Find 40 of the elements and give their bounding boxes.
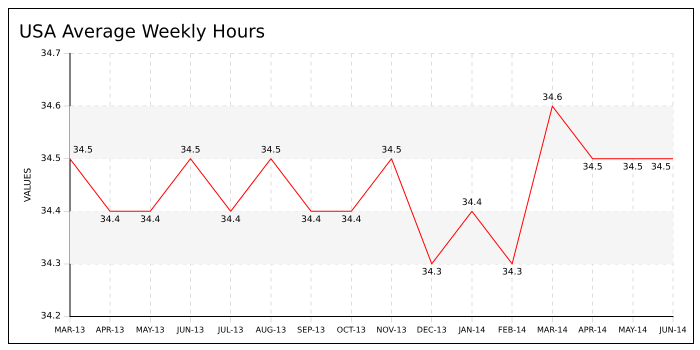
- data-label: 34.4: [301, 215, 322, 226]
- data-label: 34.4: [100, 215, 120, 226]
- x-tick-label: JUN-13: [176, 325, 204, 334]
- data-label: 34.3: [502, 268, 522, 278]
- y-axis-title: VALUES: [24, 168, 34, 202]
- chart-title: USA Average Weekly Hours: [19, 21, 266, 42]
- x-tick-label: AUG-13: [256, 325, 286, 334]
- y-tick-label: 34.2: [40, 312, 61, 322]
- x-tick-label: JAN-14: [458, 325, 486, 334]
- data-label: 34.5: [382, 146, 402, 156]
- x-tick-label: JUN-14: [658, 325, 687, 334]
- data-label: 34.5: [72, 146, 93, 156]
- y-tick-label: 34.5: [40, 154, 61, 164]
- data-label: 34.3: [422, 268, 442, 278]
- x-tick-label: MAY-14: [618, 325, 648, 334]
- data-label: 34.4: [140, 215, 161, 226]
- x-tick-label: MAY-13: [136, 325, 165, 334]
- y-tick-label: 34.6: [40, 102, 62, 112]
- data-label: 34.4: [341, 215, 362, 226]
- x-tick-label: APR-13: [96, 325, 124, 334]
- x-tick-label: MAR-14: [537, 325, 568, 334]
- x-tick-label: JUL-13: [216, 325, 244, 334]
- y-tick-label: 34.7: [40, 48, 61, 59]
- x-tick-label: OCT-13: [336, 325, 366, 334]
- y-tick-label: 34.4: [40, 206, 62, 217]
- data-label: 34.6: [542, 93, 563, 104]
- data-label: 34.5: [622, 162, 643, 173]
- data-label: 34.5: [260, 146, 281, 156]
- x-tick-label: APR-14: [578, 325, 607, 334]
- data-label: 34.5: [650, 162, 671, 173]
- x-tick-label: FEB-14: [498, 325, 526, 334]
- data-label: 34.4: [220, 215, 241, 226]
- data-label: 34.5: [180, 146, 200, 156]
- data-label: 34.5: [582, 162, 603, 173]
- data-label: 34.4: [462, 198, 482, 208]
- x-tick-label: DEC-13: [416, 325, 447, 334]
- x-tick-label: NOV-13: [376, 325, 407, 334]
- y-tick-label: 34.3: [40, 259, 61, 270]
- x-tick-label: MAR-13: [54, 325, 86, 334]
- x-tick-label: SEP-13: [297, 325, 326, 334]
